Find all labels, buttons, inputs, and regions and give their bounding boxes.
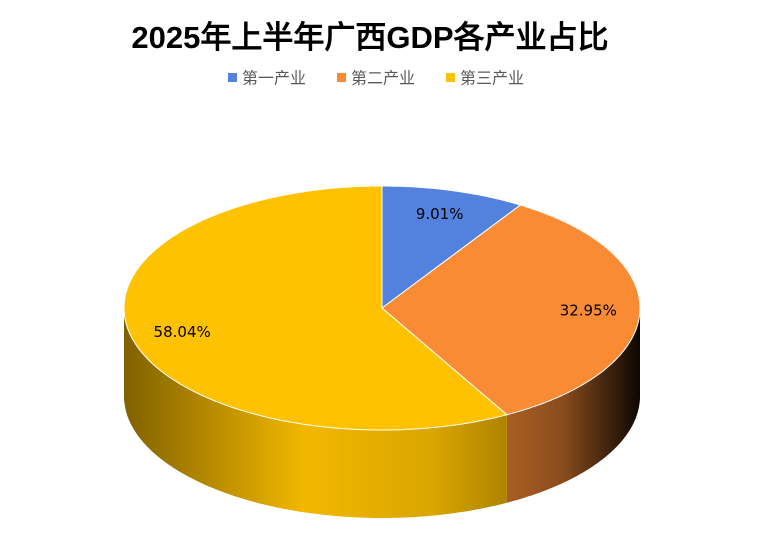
legend-label: 第一产业 [242, 69, 306, 88]
data-label: 9.01% [416, 205, 464, 223]
legend-marker [446, 73, 455, 82]
legend-marker [228, 73, 237, 82]
pie-slice [123, 185, 508, 431]
chart-title: 2025年上半年广西GDP各产业占比 [131, 20, 608, 55]
legend-label: 第二产业 [351, 69, 415, 88]
legend-label: 第三产业 [460, 69, 524, 88]
data-label: 58.04% [154, 323, 211, 341]
pie-slice [381, 185, 522, 309]
legend-marker [337, 73, 346, 82]
pie-side [506, 308, 640, 503]
pie-slice [381, 204, 641, 416]
data-label: 32.95% [560, 301, 617, 319]
pie-side [124, 308, 507, 518]
